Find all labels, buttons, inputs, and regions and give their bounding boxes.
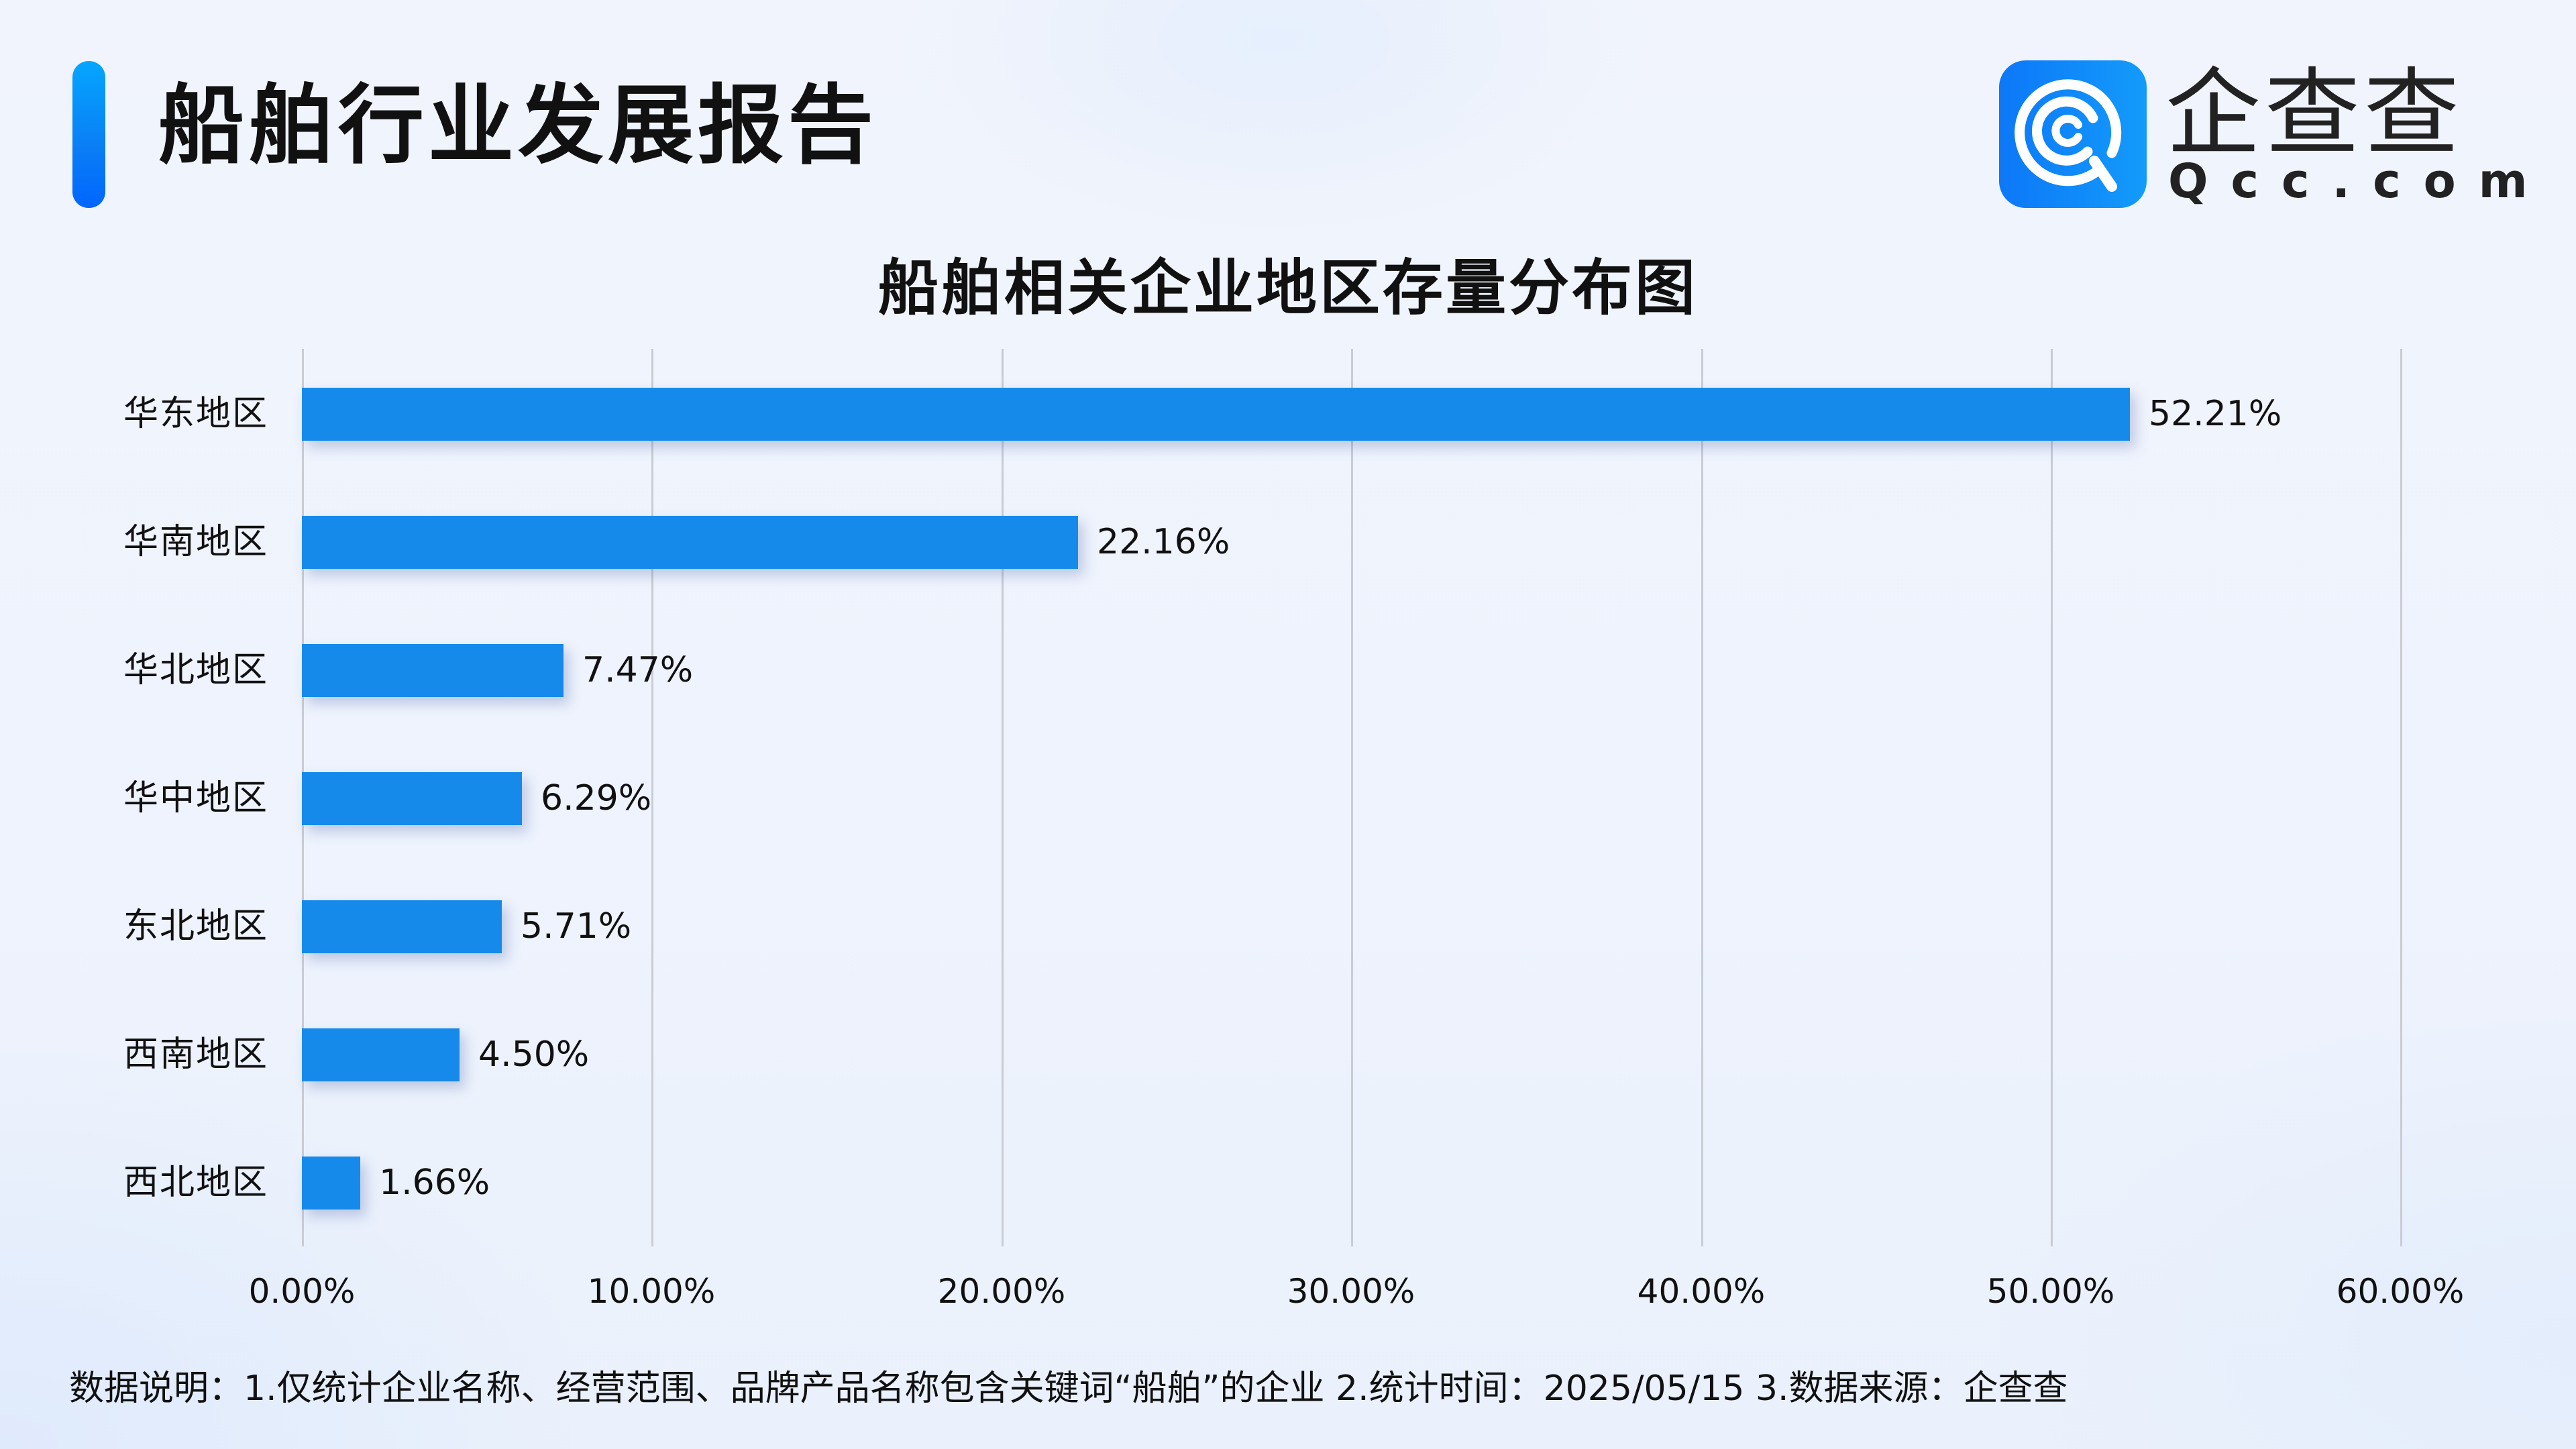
category-label: 西南地区 [123, 1034, 268, 1075]
gridline-30 [1351, 349, 1353, 1246]
x-tick-label: 40.00% [1637, 1272, 1766, 1311]
bar [302, 900, 502, 953]
category-label: 华东地区 [123, 394, 268, 434]
bar-row: 华东地区 52.21% [0, 388, 2402, 441]
bar [302, 1157, 360, 1210]
value-label: 4.50% [478, 1034, 590, 1075]
gridline-50 [2051, 349, 2053, 1246]
x-tick-label: 20.00% [937, 1272, 1066, 1311]
page-title: 船舶行业发展报告 [158, 76, 878, 176]
bar [302, 772, 522, 825]
bar-row: 华北地区 7.47% [0, 644, 2402, 697]
qcc-logo: 企查查 Qcc.com [1999, 58, 2528, 209]
x-tick-label: 30.00% [1287, 1272, 1415, 1311]
value-label: 6.29% [541, 778, 652, 818]
x-tick-label: 50.00% [1986, 1272, 2115, 1311]
bar-row: 东北地区 5.71% [0, 900, 2402, 953]
value-label: 7.47% [582, 650, 694, 690]
category-label: 西北地区 [123, 1163, 268, 1203]
bar [302, 644, 564, 697]
logo-name-en: Qcc.com [2168, 154, 2551, 209]
x-tick-label: 0.00% [248, 1272, 356, 1311]
bar [302, 516, 1078, 569]
value-label: 22.16% [1097, 522, 1230, 562]
category-label: 华中地区 [123, 778, 268, 818]
category-label: 华南地区 [123, 522, 268, 562]
x-tick-label: 10.00% [587, 1272, 716, 1311]
title-accent-bar [72, 61, 105, 208]
x-tick-label: 60.00% [2336, 1272, 2465, 1311]
data-footnote: 数据说明：1.仅统计企业名称、经营范围、品牌产品名称包含关键词“船舶”的企业 2… [69, 1368, 2068, 1409]
gridline-60 [2400, 349, 2402, 1246]
qcc-logo-icon [1999, 60, 2147, 208]
bar [302, 388, 2130, 441]
logo-name-cn: 企查查 [2165, 58, 2463, 169]
gridline-40 [1701, 349, 1703, 1246]
value-label: 5.71% [521, 906, 632, 947]
bar-chart: 华东地区 52.21% 华南地区 22.16% 华北地区 7.47% 华中地区 … [123, 349, 2402, 1246]
chart-title: 船舶相关企业地区存量分布图 [878, 253, 1698, 323]
bar-row: 西南地区 4.50% [0, 1028, 2402, 1081]
bar-row: 华中地区 6.29% [0, 772, 2402, 825]
value-label: 52.21% [2149, 394, 2282, 434]
bar [302, 1028, 460, 1081]
category-label: 东北地区 [123, 906, 268, 947]
bar-row: 西北地区 1.66% [0, 1157, 2402, 1210]
category-label: 华北地区 [123, 650, 268, 690]
gridline-10 [651, 349, 653, 1246]
value-label: 1.66% [379, 1163, 490, 1203]
gridline-20 [1002, 349, 1004, 1246]
bar-row: 华南地区 22.16% [0, 516, 2402, 569]
